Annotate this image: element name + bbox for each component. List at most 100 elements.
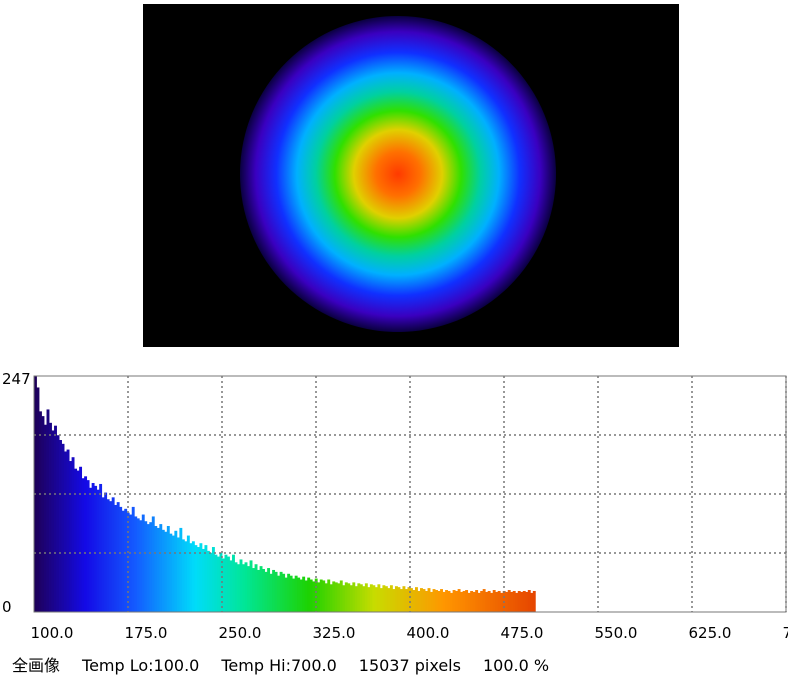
histogram-bar [257, 569, 260, 612]
histogram-bar [324, 583, 328, 612]
histogram-bar [111, 497, 115, 612]
histogram-bar [294, 575, 298, 612]
x-tick-label: 400.0 [407, 624, 450, 642]
histogram-bar [194, 545, 198, 612]
histogram-bar [289, 575, 293, 612]
histogram-bar [174, 530, 178, 612]
histogram-bar [274, 571, 278, 612]
histogram-bar [299, 579, 303, 612]
histogram-bar [121, 510, 125, 612]
histogram-bar [422, 589, 426, 612]
y-tick-min: 0 [2, 598, 12, 616]
x-tick-label: 325.0 [313, 624, 356, 642]
histogram-bar [282, 573, 286, 612]
y-tick-max: 247 [2, 370, 31, 388]
histogram-bar [119, 506, 123, 612]
histogram-bar [206, 550, 210, 612]
histogram-bar [397, 587, 401, 612]
histogram-bar [304, 580, 308, 612]
histogram-bar [322, 580, 326, 612]
histogram-bar [362, 586, 366, 612]
histogram-bar [440, 589, 443, 612]
histogram-bar [159, 524, 163, 612]
histogram-bar [442, 591, 446, 612]
histogram-bar [517, 590, 521, 612]
histogram-bar [410, 588, 413, 612]
histogram-bar [171, 535, 175, 612]
histogram-bar [302, 576, 306, 612]
histogram-bar [344, 582, 348, 612]
histogram-bar [211, 547, 215, 612]
histogram-bar [237, 564, 240, 612]
status-temp-lo: Temp Lo:100.0 [82, 656, 200, 675]
histogram-bar [497, 590, 501, 612]
histogram-bar [382, 585, 386, 612]
histogram-bar [359, 584, 363, 612]
status-bar: 全画像 Temp Lo:100.0 Temp Hi:700.0 15037 pixel… [12, 652, 571, 676]
histogram-bar [480, 590, 484, 612]
x-tick-label: 700.0 [783, 624, 788, 642]
histogram-bar [470, 590, 474, 612]
histogram-bar [191, 541, 195, 612]
histogram-bar [66, 449, 70, 612]
histogram-bar [522, 590, 526, 612]
histogram-bar [259, 566, 263, 612]
histogram-bar [334, 582, 338, 612]
histogram-bar [49, 422, 52, 612]
histogram-bar [492, 590, 496, 612]
plot-frame [33, 375, 787, 613]
histogram-bar [54, 425, 57, 612]
histogram-bar [465, 590, 469, 612]
histogram-bar [357, 583, 361, 612]
histogram-bar [532, 590, 536, 612]
histogram-bar [164, 531, 168, 612]
histogram-bar [500, 592, 504, 612]
x-tick-label: 100.0 [31, 624, 74, 642]
histogram-bar [364, 583, 368, 612]
histogram-bar [354, 586, 358, 612]
histogram-bar [475, 590, 479, 612]
histogram-bar [144, 521, 148, 612]
histogram-bar [252, 568, 255, 612]
histogram-bar [176, 537, 180, 612]
histogram-bar [186, 535, 190, 612]
histogram-bar [520, 591, 524, 612]
histogram-bar [86, 480, 90, 612]
histogram-bar [94, 485, 98, 612]
histogram-bar [71, 457, 75, 612]
histogram-bar [507, 590, 511, 612]
histogram-bar [209, 552, 213, 612]
histogram-bar [399, 589, 403, 612]
histogram-bar [254, 564, 258, 612]
histogram-bar [445, 590, 448, 612]
status-temp-hi: Temp Hi:700.0 [221, 656, 337, 675]
histogram-bar [349, 585, 353, 612]
histogram-bar [332, 581, 336, 612]
histogram-bar [515, 592, 519, 612]
histogram-bar [227, 556, 230, 612]
histogram-bar [181, 539, 185, 612]
histogram-bar [267, 568, 271, 612]
histogram-bar [467, 592, 471, 612]
histogram-bar [402, 586, 406, 612]
histogram-bar [161, 529, 165, 612]
histogram-bar [262, 569, 266, 612]
histogram-bar [61, 443, 65, 612]
histogram-bar [527, 590, 531, 612]
histogram-bar [342, 585, 346, 612]
histogram-bar [74, 468, 78, 612]
histogram-bar [154, 526, 158, 612]
histogram-bar [216, 556, 220, 612]
status-percent: 100.0 % [482, 656, 550, 675]
histogram-bar [297, 577, 301, 612]
histogram-bar [81, 478, 85, 612]
x-tick-label: 250.0 [219, 624, 262, 642]
histogram-bar [156, 527, 160, 612]
histogram-bar [131, 506, 135, 612]
histogram-bar [367, 587, 371, 612]
histogram-bar [214, 554, 218, 612]
histogram-bar [109, 501, 113, 612]
histogram-bar [512, 590, 516, 612]
histogram-bar [264, 571, 268, 612]
x-tick-label: 175.0 [125, 624, 168, 642]
